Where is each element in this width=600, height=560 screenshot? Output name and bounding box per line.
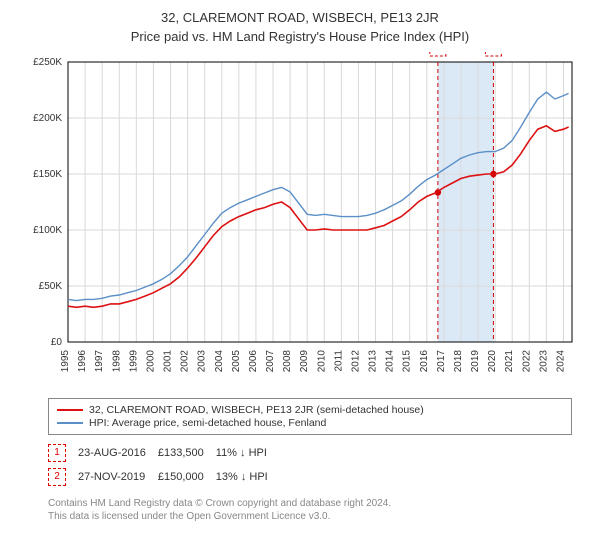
svg-text:2003: 2003 (197, 350, 208, 373)
svg-text:£150K: £150K (33, 169, 62, 180)
legend-item-hpi: HPI: Average price, semi-detached house,… (57, 417, 563, 429)
svg-text:2015: 2015 (402, 350, 413, 373)
sale-badge-1: 1 (48, 444, 66, 462)
svg-text:2014: 2014 (385, 350, 396, 373)
sale-date-2: 27-NOV-2019 (78, 465, 158, 489)
sale-vs-hpi-2: 13% ↓ HPI (216, 465, 280, 489)
svg-text:2009: 2009 (299, 350, 310, 373)
svg-text:2013: 2013 (368, 350, 379, 373)
svg-text:2022: 2022 (521, 350, 532, 373)
svg-text:2006: 2006 (248, 350, 259, 373)
svg-text:£50K: £50K (39, 281, 63, 292)
svg-text:2017: 2017 (436, 350, 447, 373)
footnote-line1: Contains HM Land Registry data © Crown c… (48, 497, 572, 510)
svg-text:1995: 1995 (60, 350, 71, 373)
svg-text:1997: 1997 (94, 350, 105, 373)
svg-text:2011: 2011 (333, 350, 344, 372)
legend-label-property: 32, CLAREMONT ROAD, WISBECH, PE13 2JR (s… (89, 404, 424, 416)
svg-text:2002: 2002 (180, 350, 191, 373)
sales-table: 1 23-AUG-2016 £133,500 11% ↓ HPI 2 27-NO… (48, 441, 280, 489)
svg-text:2024: 2024 (555, 350, 566, 373)
svg-text:1: 1 (435, 52, 441, 55)
svg-text:2020: 2020 (487, 350, 498, 373)
svg-text:£0: £0 (51, 337, 63, 348)
svg-text:1998: 1998 (111, 350, 122, 373)
svg-text:2019: 2019 (470, 350, 481, 373)
svg-text:2: 2 (491, 52, 497, 55)
legend-swatch-hpi (57, 422, 83, 424)
svg-text:2001: 2001 (163, 350, 174, 373)
page-title-address: 32, CLAREMONT ROAD, WISBECH, PE13 2JR (0, 10, 600, 25)
legend: 32, CLAREMONT ROAD, WISBECH, PE13 2JR (s… (48, 398, 572, 435)
sale-date-1: 23-AUG-2016 (78, 441, 158, 465)
svg-text:2008: 2008 (282, 350, 293, 373)
svg-text:1996: 1996 (77, 350, 88, 373)
svg-text:2018: 2018 (453, 350, 464, 373)
svg-text:1999: 1999 (128, 350, 139, 373)
svg-text:2010: 2010 (316, 350, 327, 373)
svg-text:£100K: £100K (33, 225, 62, 236)
page-title-subtitle: Price paid vs. HM Land Registry's House … (0, 29, 600, 44)
svg-text:2016: 2016 (419, 350, 430, 373)
sale-price-1: £133,500 (158, 441, 216, 465)
svg-text:2023: 2023 (538, 350, 549, 373)
table-row: 2 27-NOV-2019 £150,000 13% ↓ HPI (48, 465, 280, 489)
svg-text:£250K: £250K (33, 57, 62, 68)
footnote: Contains HM Land Registry data © Crown c… (48, 497, 572, 523)
svg-text:2005: 2005 (231, 350, 242, 373)
svg-text:2004: 2004 (214, 350, 225, 373)
svg-text:2000: 2000 (145, 350, 156, 373)
legend-swatch-property (57, 409, 83, 411)
footnote-line2: This data is licensed under the Open Gov… (48, 510, 572, 523)
svg-text:2021: 2021 (504, 350, 515, 373)
svg-text:2012: 2012 (350, 350, 361, 373)
sale-price-2: £150,000 (158, 465, 216, 489)
sale-badge-2: 2 (48, 468, 66, 486)
table-row: 1 23-AUG-2016 £133,500 11% ↓ HPI (48, 441, 280, 465)
svg-text:2007: 2007 (265, 350, 276, 373)
legend-item-property: 32, CLAREMONT ROAD, WISBECH, PE13 2JR (s… (57, 404, 563, 416)
legend-label-hpi: HPI: Average price, semi-detached house,… (89, 417, 326, 429)
sale-vs-hpi-1: 11% ↓ HPI (216, 441, 280, 465)
price-chart: £0 £50K £100K £150K £200K £250K 1995 1996 1997 19… (20, 52, 580, 392)
svg-text:£200K: £200K (33, 113, 62, 124)
